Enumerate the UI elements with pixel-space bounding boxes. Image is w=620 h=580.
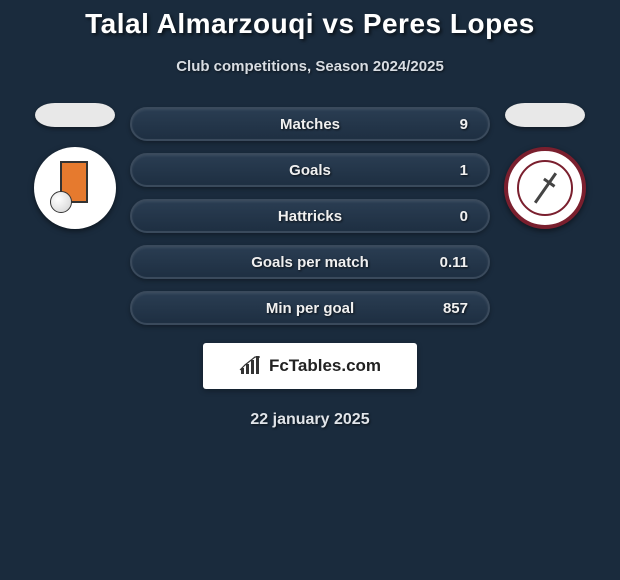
stat-bar-goals: Goals 1 bbox=[130, 153, 490, 187]
date-line: 22 january 2025 bbox=[0, 411, 620, 429]
stat-label: Goals per match bbox=[192, 254, 428, 271]
main-row: Matches 9 Goals 1 Hattricks 0 Goals per … bbox=[0, 103, 620, 325]
stat-right-value: 857 bbox=[428, 300, 468, 317]
right-column bbox=[490, 103, 600, 229]
stat-right-value: 9 bbox=[428, 116, 468, 133]
sword-icon bbox=[533, 172, 556, 203]
brand-text: FcTables.com bbox=[269, 356, 381, 376]
stat-label: Hattricks bbox=[192, 208, 428, 225]
badge-left-graphic bbox=[50, 163, 100, 213]
subtitle: Club competitions, Season 2024/2025 bbox=[0, 58, 620, 75]
stat-bar-min-per-goal: Min per goal 857 bbox=[130, 291, 490, 325]
ball-icon bbox=[50, 191, 72, 213]
brand-box[interactable]: FcTables.com bbox=[203, 343, 417, 389]
flag-left bbox=[35, 103, 115, 127]
stat-right-value: 0.11 bbox=[428, 254, 468, 271]
player2-name: Peres Lopes bbox=[363, 8, 535, 39]
stats-column: Matches 9 Goals 1 Hattricks 0 Goals per … bbox=[130, 103, 490, 325]
club-badge-right bbox=[504, 147, 586, 229]
stat-label: Goals bbox=[192, 162, 428, 179]
left-column bbox=[20, 103, 130, 229]
club-badge-left bbox=[34, 147, 116, 229]
flag-right bbox=[505, 103, 585, 127]
stat-right-value: 0 bbox=[428, 208, 468, 225]
vs-text: vs bbox=[322, 8, 354, 39]
stat-bar-matches: Matches 9 bbox=[130, 107, 490, 141]
stat-bar-hattricks: Hattricks 0 bbox=[130, 199, 490, 233]
stat-label: Min per goal bbox=[192, 300, 428, 317]
stat-label: Matches bbox=[192, 116, 428, 133]
stat-bar-goals-per-match: Goals per match 0.11 bbox=[130, 245, 490, 279]
badge-right-graphic bbox=[517, 160, 573, 216]
page-title: Talal Almarzouqi vs Peres Lopes bbox=[0, 8, 620, 40]
bar-chart-icon bbox=[239, 356, 263, 376]
stat-right-value: 1 bbox=[428, 162, 468, 179]
player1-name: Talal Almarzouqi bbox=[85, 8, 314, 39]
comparison-card: Talal Almarzouqi vs Peres Lopes Club com… bbox=[0, 0, 620, 429]
